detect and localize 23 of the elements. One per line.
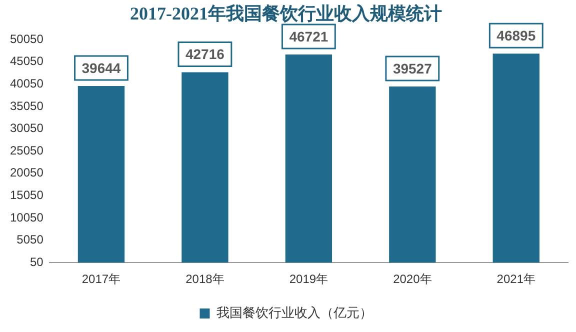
x-tick-label: 2019年 [289, 272, 328, 286]
y-tick-label: 15050 [10, 188, 44, 202]
y-tick-label: 5050 [16, 232, 44, 247]
x-tick-label: 2017年 [82, 272, 121, 286]
y-tick-label: 50050 [10, 32, 44, 46]
data-label: 42716 [185, 46, 225, 62]
x-tick-label: 2021年 [496, 272, 536, 286]
y-tick-label: 25050 [10, 143, 44, 158]
y-tick-label: 10050 [10, 210, 44, 224]
y-tick-label: 30050 [10, 121, 44, 136]
chart-title: 2017-2021年我国餐饮行业收入规模统计 [130, 3, 442, 24]
legend-label: 我国餐饮行业收入（亿元） [216, 305, 372, 320]
y-tick-label: 45050 [10, 54, 44, 68]
y-tick-label: 35050 [10, 98, 44, 113]
y-tick-label: 20050 [10, 166, 44, 180]
data-label: 46721 [289, 28, 328, 44]
y-tick-label: 50 [30, 254, 44, 269]
y-tick-label: 40050 [10, 76, 44, 91]
data-label: 39644 [82, 60, 121, 76]
data-label: 46895 [496, 28, 536, 44]
data-label: 39527 [392, 60, 432, 76]
x-tick-label: 2018年 [186, 272, 224, 286]
x-tick-label: 2020年 [393, 272, 432, 286]
